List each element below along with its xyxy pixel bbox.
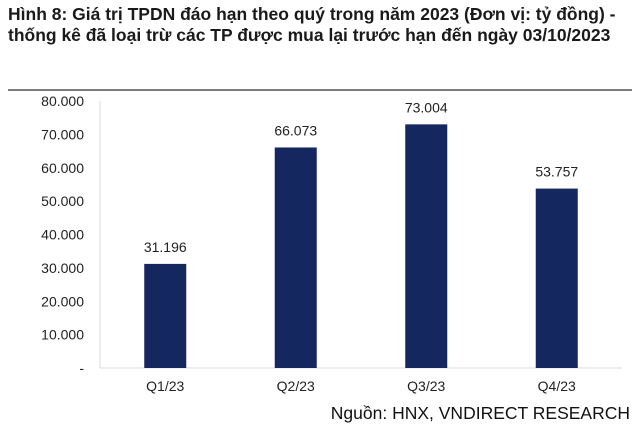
bars-group bbox=[144, 124, 578, 368]
x-tick-label: Q2/23 bbox=[277, 378, 315, 394]
y-tick-label: 40.000 bbox=[41, 227, 84, 243]
x-tick-label: Q1/23 bbox=[146, 378, 184, 394]
bar-q2-23 bbox=[274, 147, 317, 368]
x-axis-ticks: Q1/23 Q2/23 Q3/23 Q4/23 bbox=[146, 378, 576, 394]
chart-title: Hình 8: Giá trị TPDN đáo hạn theo quý tr… bbox=[8, 4, 616, 45]
y-tick-label: 20.000 bbox=[41, 293, 84, 309]
y-tick-label: 50.000 bbox=[41, 193, 84, 209]
bar-q4-23 bbox=[535, 188, 578, 368]
y-tick-label: 10.000 bbox=[41, 327, 84, 343]
y-axis-ticks: - 10.000 20.000 30.000 40.000 50.000 60.000 70.… bbox=[41, 93, 84, 376]
source-note: Nguồn: HNX, VNDIRECT RESEARCH bbox=[330, 403, 630, 423]
y-tick-label: 80.000 bbox=[41, 93, 84, 109]
bar-chart: - 10.000 20.000 30.000 40.000 50.000 60.000 70.… bbox=[41, 93, 622, 394]
bar-q3-23 bbox=[405, 124, 448, 368]
bar-value-label: 66.073 bbox=[274, 122, 317, 138]
bar-value-label: 73.004 bbox=[405, 99, 448, 115]
y-tick-label: 60.000 bbox=[41, 160, 84, 176]
x-tick-label: Q3/23 bbox=[407, 378, 445, 394]
x-tick-label: Q4/23 bbox=[538, 378, 576, 394]
bar-value-label: 53.757 bbox=[535, 164, 578, 180]
y-tick-label: 70.000 bbox=[41, 126, 84, 142]
y-tick-label: - bbox=[79, 360, 84, 376]
data-labels-group: 31.196 66.073 73.004 53.757 bbox=[144, 99, 579, 255]
bar-value-label: 31.196 bbox=[144, 239, 187, 255]
bar-q1-23 bbox=[144, 263, 187, 368]
y-tick-label: 30.000 bbox=[41, 260, 84, 276]
title-divider bbox=[8, 89, 632, 91]
